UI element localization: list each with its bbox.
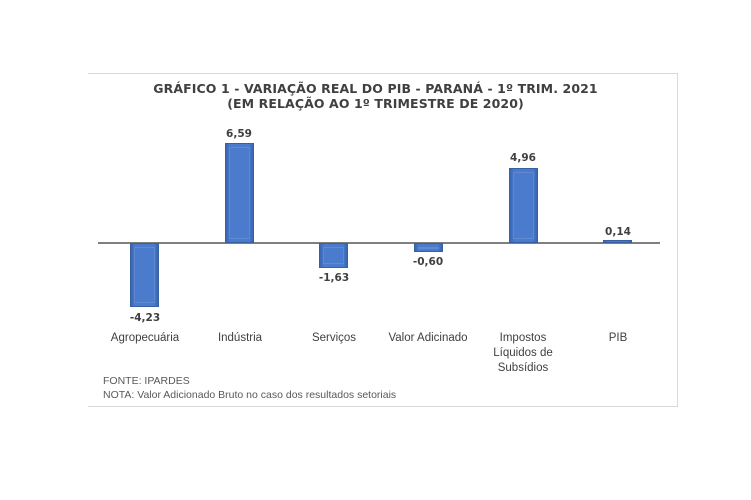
category-label: PIB — [608, 332, 628, 344]
source-note: FONTE: IPARDES — [103, 375, 190, 387]
value-label: 0,14 — [605, 226, 631, 238]
bar-valor-adicinado — [414, 243, 443, 252]
value-label: 4,96 — [510, 152, 536, 164]
category-label: Impostos Líquidos de Subsídios — [468, 331, 578, 376]
category-label: Serviços — [311, 332, 357, 344]
value-label: -4,23 — [129, 312, 161, 324]
bar-pib — [603, 240, 632, 246]
category-label: Agropecuária — [110, 332, 180, 344]
bar-agropecuaria — [130, 243, 159, 307]
value-label: -0,60 — [412, 256, 444, 268]
value-label: -1,63 — [318, 272, 350, 284]
category-label: Indústria — [217, 332, 263, 344]
x-axis-baseline — [98, 242, 660, 244]
footnote: NOTA: Valor Adicionado Bruto no caso dos… — [103, 389, 397, 401]
chart-subtitle: (EM RELAÇÃO AO 1º TRIMESTRE DE 2020) — [227, 96, 524, 111]
value-label: 6,59 — [226, 128, 252, 140]
chart-frame — [88, 73, 678, 407]
bar-servicos — [319, 243, 348, 268]
bar-impostos — [509, 168, 538, 243]
category-label: Valor Adicinado — [388, 332, 468, 344]
category-label-line: Líquidos de — [493, 347, 553, 359]
category-label-line: Impostos — [499, 332, 547, 344]
chart-title: GRÁFICO 1 - VARIAÇÃO REAL DO PIB - PARAN… — [153, 81, 598, 96]
category-label-line: Subsídios — [497, 362, 549, 374]
bar-industria — [225, 143, 254, 243]
